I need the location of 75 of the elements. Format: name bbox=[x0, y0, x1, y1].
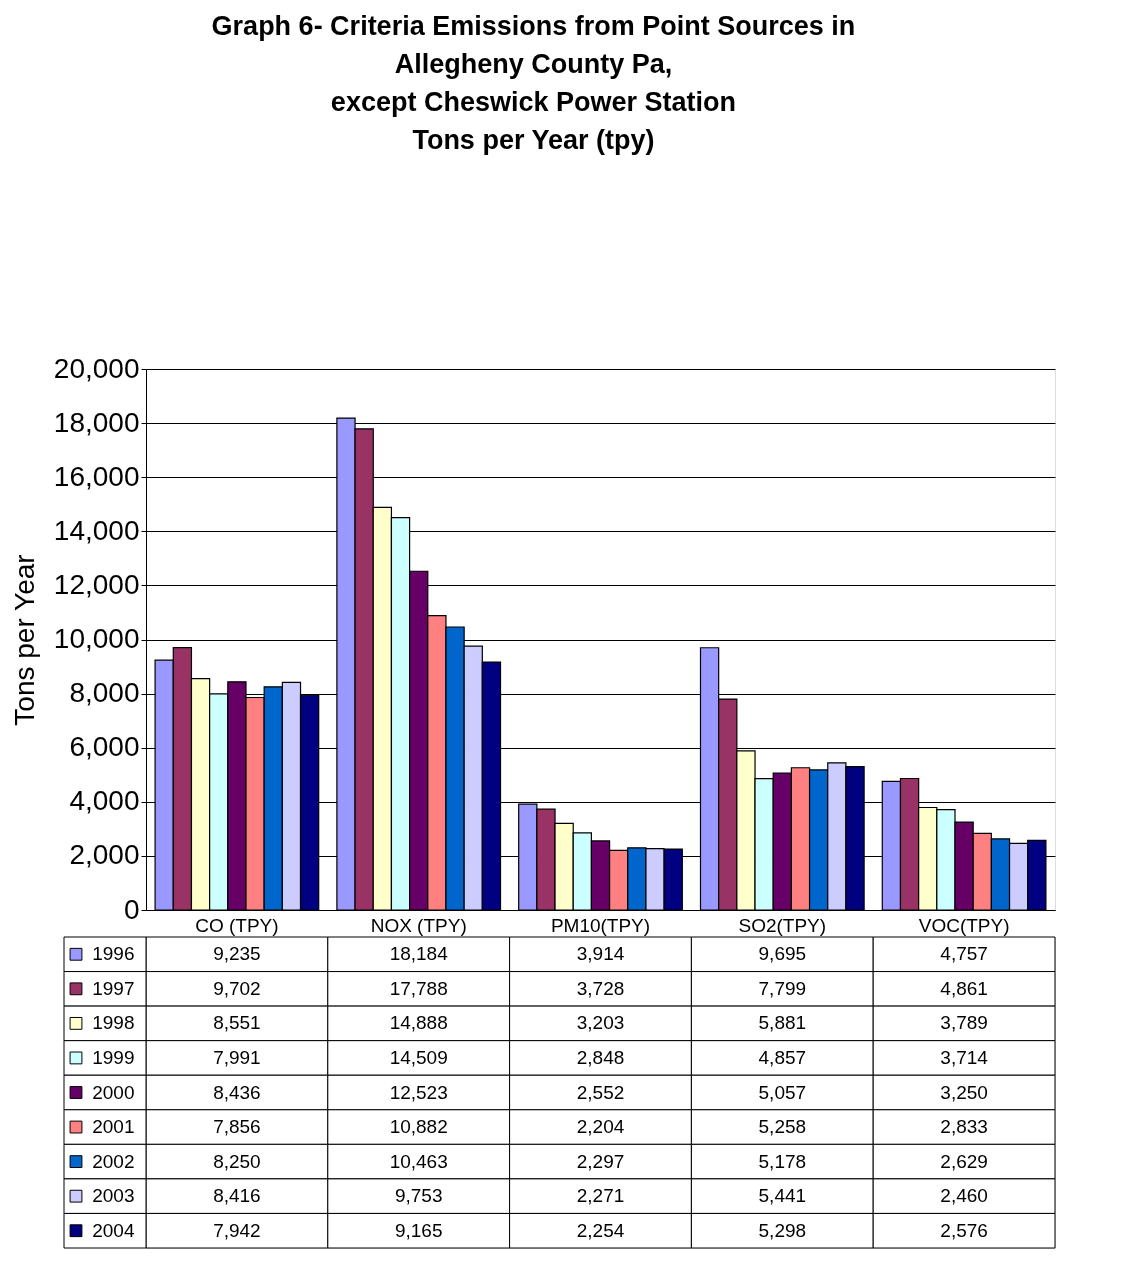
data-label: 2,848 bbox=[576, 1046, 625, 1068]
data-label: 5,881 bbox=[758, 1012, 807, 1034]
data-label: 8,416 bbox=[213, 1185, 261, 1207]
x-tick-label: PM10(TPY) bbox=[550, 914, 651, 936]
data-label: 2,460 bbox=[940, 1185, 988, 1207]
data-label: 3,203 bbox=[576, 1012, 625, 1034]
legend-label: 2000 bbox=[92, 1081, 135, 1103]
data-label: 3,250 bbox=[940, 1081, 988, 1103]
data-label: 2,271 bbox=[576, 1185, 625, 1207]
data-label: 3,714 bbox=[940, 1046, 989, 1068]
y-tick-label: 6,000 bbox=[69, 731, 140, 763]
data-label: 2,552 bbox=[576, 1081, 625, 1103]
legend-label: 1997 bbox=[92, 977, 135, 999]
data-label: 7,942 bbox=[213, 1219, 261, 1241]
y-tick-label: 0 bbox=[123, 893, 140, 925]
y-tick-label: 8,000 bbox=[69, 677, 140, 709]
legend-label: 1996 bbox=[92, 943, 135, 965]
data-label: 10,463 bbox=[389, 1150, 448, 1172]
data-label: 5,441 bbox=[758, 1185, 807, 1207]
data-label: 5,057 bbox=[758, 1081, 807, 1103]
data-label: 9,165 bbox=[394, 1219, 443, 1241]
x-tick-label: SO2(TPY) bbox=[738, 914, 827, 936]
data-label: 18,184 bbox=[389, 943, 449, 965]
data-label: 4,861 bbox=[940, 977, 988, 999]
x-tick-label: NOX (TPY) bbox=[370, 914, 467, 936]
legend-label: 2002 bbox=[92, 1150, 135, 1172]
text: Allegheny County Pa, bbox=[394, 48, 673, 79]
legend-label: 2001 bbox=[92, 1116, 135, 1138]
legend-label: 1998 bbox=[92, 1012, 135, 1034]
y-axis-title: Tons per Year bbox=[8, 554, 40, 726]
data-label: 9,695 bbox=[758, 943, 807, 965]
data-label: 8,551 bbox=[213, 1012, 261, 1034]
data-label: 4,757 bbox=[940, 943, 988, 965]
data-label: 2,629 bbox=[940, 1150, 988, 1172]
data-label: 3,789 bbox=[940, 1012, 988, 1034]
data-label: 7,799 bbox=[758, 977, 807, 999]
y-tick-label: 20,000 bbox=[53, 352, 140, 384]
data-label: 5,258 bbox=[758, 1116, 807, 1138]
data-label: 3,914 bbox=[576, 943, 625, 965]
data-label: 8,250 bbox=[213, 1150, 261, 1172]
data-label: 10,882 bbox=[389, 1116, 448, 1138]
y-tick-label: 4,000 bbox=[69, 785, 140, 817]
data-label: 7,991 bbox=[213, 1046, 261, 1068]
data-label: 5,298 bbox=[758, 1219, 807, 1241]
data-label: 3,728 bbox=[576, 977, 625, 999]
y-tick-label: 16,000 bbox=[53, 460, 140, 492]
data-label: 9,702 bbox=[213, 977, 261, 999]
data-label: 17,788 bbox=[389, 977, 448, 999]
x-tick-label: VOC(TPY) bbox=[918, 914, 1010, 936]
data-label: 4,857 bbox=[758, 1046, 807, 1068]
y-tick-label: 18,000 bbox=[53, 406, 140, 438]
y-tick-label: 2,000 bbox=[69, 839, 140, 871]
data-label: 2,204 bbox=[576, 1116, 625, 1138]
data-label: 9,753 bbox=[394, 1185, 443, 1207]
y-tick-label: 12,000 bbox=[53, 568, 140, 600]
data-label: 14,509 bbox=[389, 1046, 448, 1068]
text: except Cheswick Power Station bbox=[330, 86, 736, 117]
legend-label: 2004 bbox=[92, 1219, 135, 1241]
legend-label: 1999 bbox=[92, 1046, 135, 1068]
data-label: 5,178 bbox=[758, 1150, 807, 1172]
data-label: 9,235 bbox=[213, 943, 261, 965]
text: Tons per Year (tpy) bbox=[412, 124, 655, 155]
data-label: 14,888 bbox=[389, 1012, 448, 1034]
data-label: 2,833 bbox=[940, 1116, 988, 1138]
data-label: 12,523 bbox=[389, 1081, 448, 1103]
data-label: 2,254 bbox=[576, 1219, 625, 1241]
text: Graph 6- Criteria Emissions from Point Sources in bbox=[211, 10, 856, 41]
data-label: 2,576 bbox=[940, 1219, 988, 1241]
y-tick-label: 10,000 bbox=[53, 623, 140, 654]
data-label: 7,856 bbox=[213, 1116, 261, 1138]
y-tick-label: 14,000 bbox=[53, 514, 140, 546]
legend-label: 2003 bbox=[92, 1185, 135, 1207]
data-label: 8,436 bbox=[213, 1081, 261, 1103]
x-tick-label: CO (TPY) bbox=[195, 914, 279, 936]
data-label: 2,297 bbox=[576, 1150, 625, 1172]
